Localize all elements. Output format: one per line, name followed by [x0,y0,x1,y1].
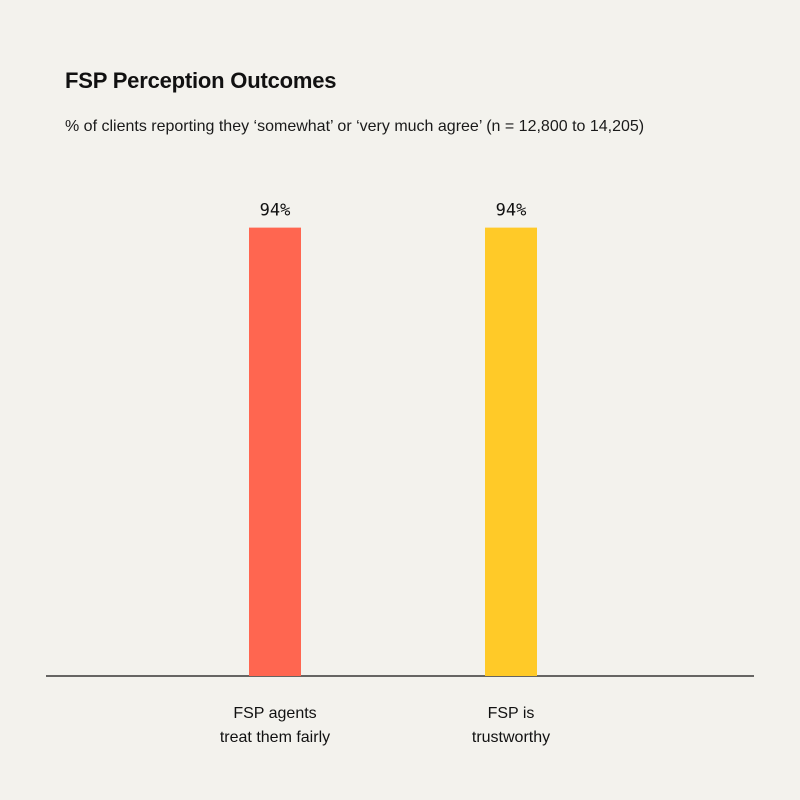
category-label-line: FSP agents [233,705,316,722]
category-label-line: FSP is [488,705,535,722]
bar-1 [249,227,301,676]
category-label-2: FSP is trustworthy [472,705,550,746]
category-label-line: trustworthy [472,729,550,746]
category-label-line: treat them fairly [220,729,330,746]
data-label-1: 94% [260,201,291,221]
chart-subtitle: % of clients reporting they ‘somewhat’ o… [65,118,645,135]
category-label-1: FSP agents treat them fairly [220,705,330,746]
data-label-2: 94% [496,201,527,221]
chart-title: FSP Perception Outcomes [65,68,337,93]
bar-2 [485,227,537,676]
